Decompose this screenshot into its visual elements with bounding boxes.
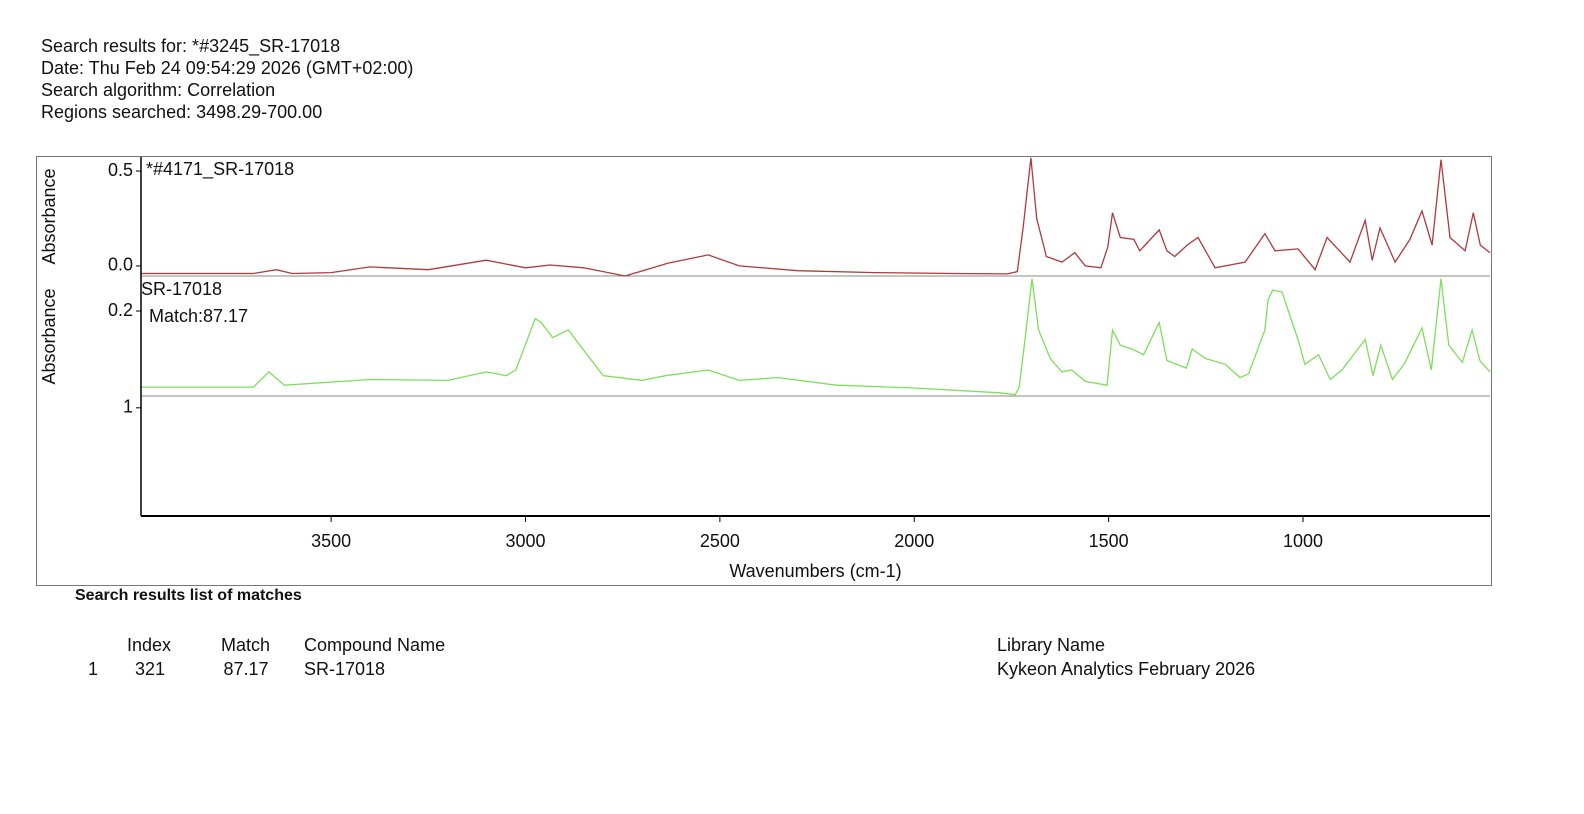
column-header: Compound Name [304,635,445,655]
header-line: Search algorithm: Correlation [41,80,275,100]
y-tick-label: 1 [123,397,133,417]
table-cell: 1 [88,659,98,679]
match-label: Match:87.17 [149,306,248,326]
table-title: Search results list of matches [75,587,302,604]
spectrum-line [141,278,1491,396]
series-label: SR-17018 [141,279,222,299]
header-line: Search results for: *#3245_SR-17018 [41,36,340,57]
y-tick-label: 0.2 [108,300,133,320]
chart-frame [36,156,1492,586]
y-axis-label: Absorbance [39,288,59,384]
x-tick-label: 2000 [894,531,934,551]
column-header: Library Name [997,635,1105,655]
x-tick-label: 3500 [311,531,351,551]
column-header: Match [221,635,270,655]
header-line: Date: Thu Feb 24 09:54:29 2026 (GMT+02:0… [41,58,413,78]
table-cell: 87.17 [223,659,268,679]
x-tick-label: 3000 [505,531,545,551]
table-cell: 321 [135,659,165,679]
y-tick-label: 0.0 [108,255,133,275]
y-tick-label: 0.5 [108,160,133,180]
x-tick-label: 1000 [1283,531,1323,551]
y-axis-label: Absorbance [39,168,59,264]
column-header: Index [127,635,171,655]
table-cell: SR-17018 [304,659,385,679]
x-axis-label: Wavenumbers (cm-1) [729,561,901,581]
spectrum-line [141,157,1491,277]
x-tick-label: 1500 [1089,531,1129,551]
x-tick-label: 2500 [700,531,740,551]
header-line: Regions searched: 3498.29-700.00 [41,102,322,122]
series-label: *#4171_SR-17018 [146,159,294,180]
table-cell: Kykeon Analytics February 2026 [997,659,1255,679]
